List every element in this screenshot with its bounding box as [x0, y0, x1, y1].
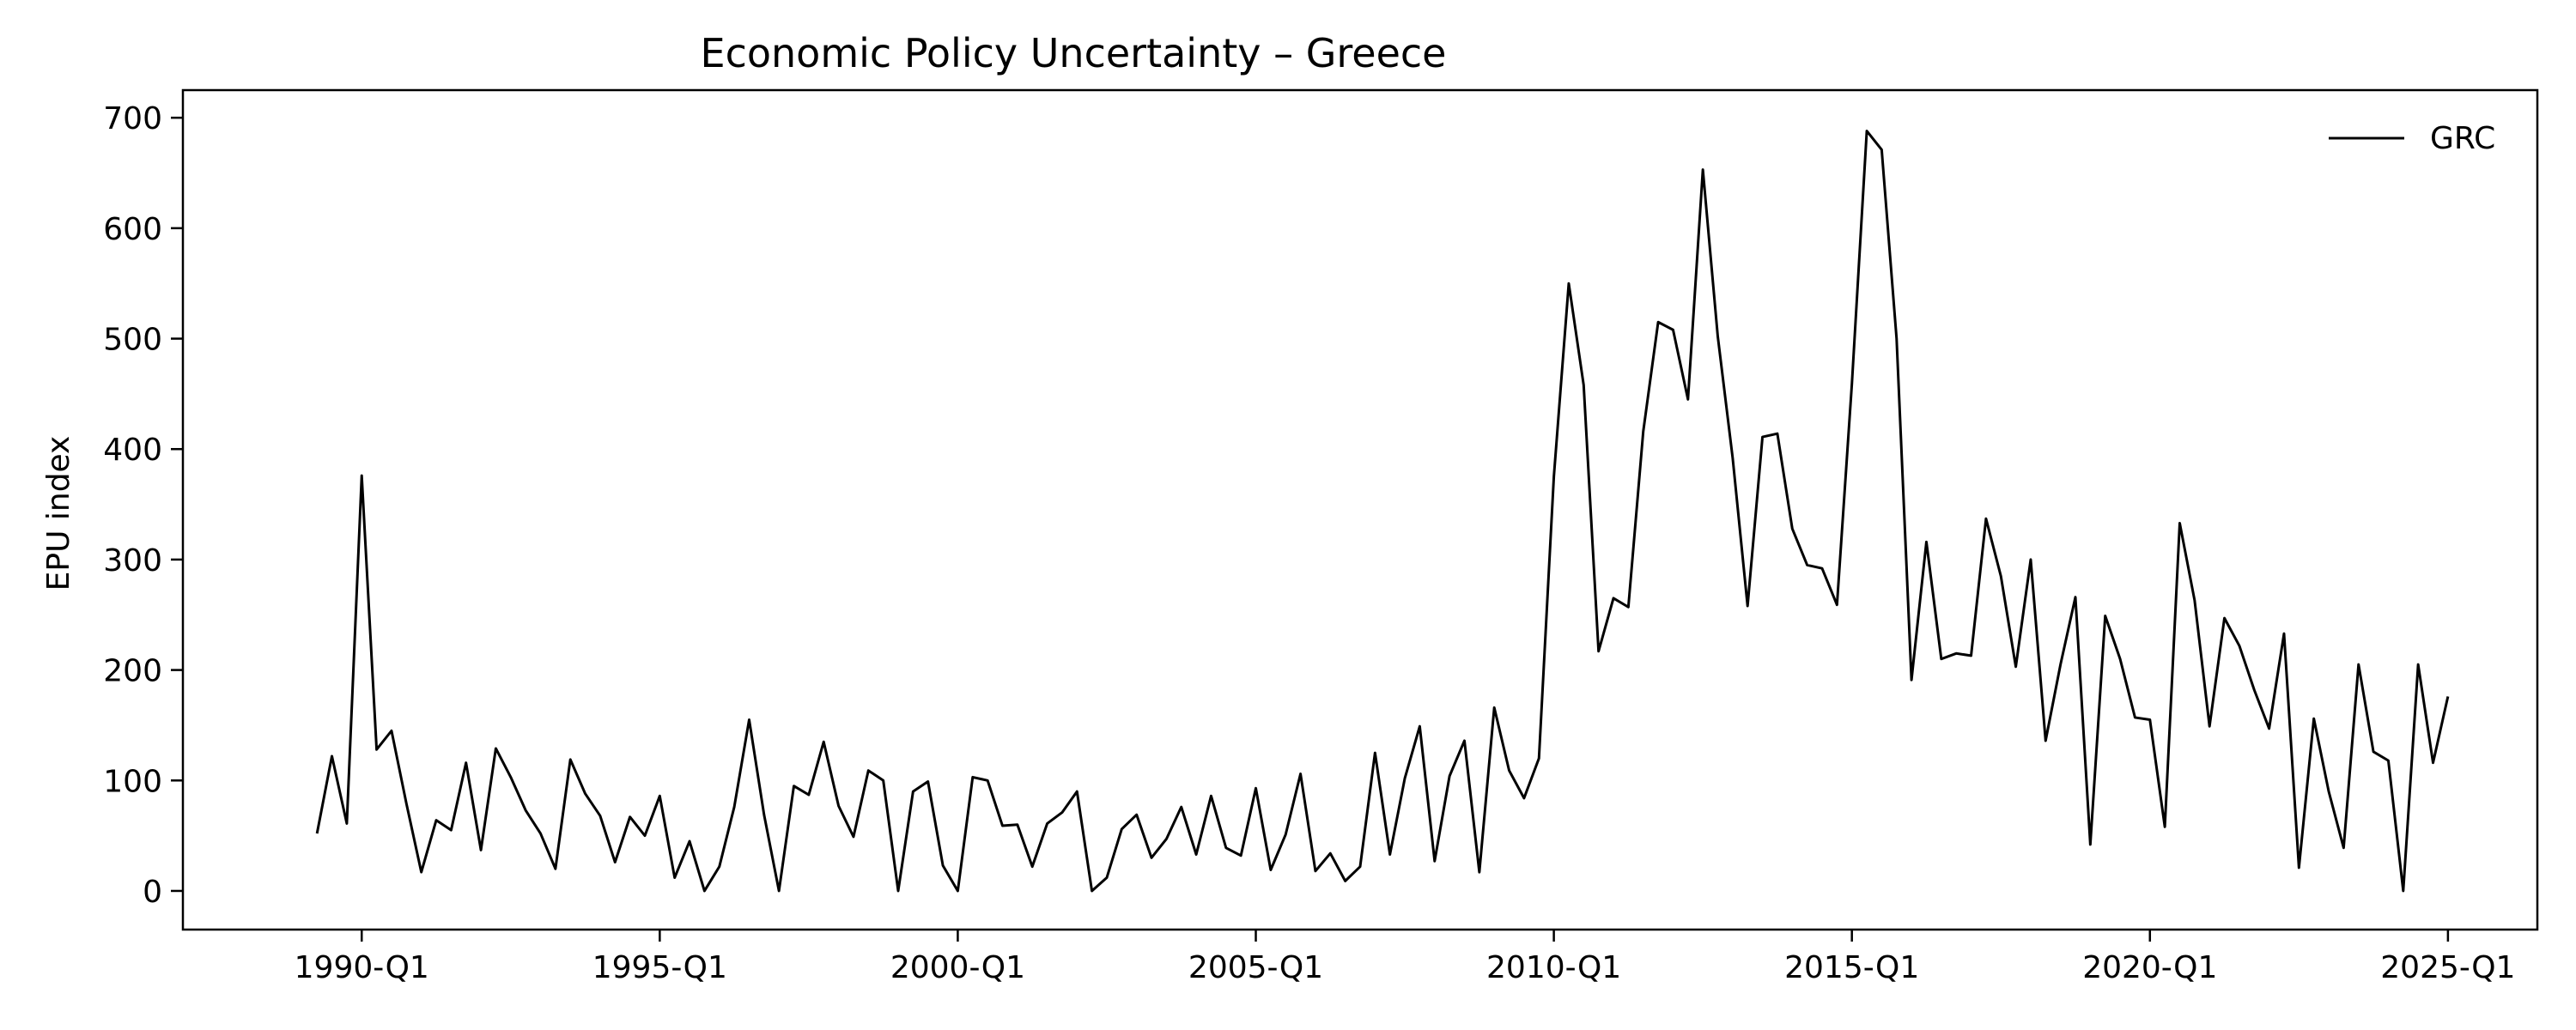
chart-title: Economic Policy Uncertainty – Greece: [701, 30, 1447, 76]
y-axis-ticks: 0 100 200 300 400 500 600 700: [103, 101, 183, 910]
series-line-grc: [315, 130, 2450, 893]
plot-frame: [181, 88, 2539, 931]
y-tick-label: 100: [103, 764, 162, 799]
y-tick-label: 500: [103, 323, 162, 358]
legend-label-grc: GRC: [2430, 121, 2495, 156]
x-tick-label: 1995-Q1: [592, 950, 727, 985]
y-tick-label: 200: [103, 654, 162, 689]
y-axis-label: EPU index: [41, 436, 76, 591]
x-tick-label: 2020-Q1: [2082, 950, 2217, 985]
x-tick-label: 2005-Q1: [1188, 950, 1323, 985]
y-tick-label: 300: [103, 543, 162, 579]
y-tick-label: 0: [143, 875, 162, 910]
x-axis-ticks: 1990-Q1 1995-Q1 2000-Q1 2005-Q1 2010-Q1 2015-…: [295, 930, 2515, 985]
y-tick-label: 600: [103, 212, 162, 247]
x-tick-label: 2025-Q1: [2380, 950, 2515, 985]
legend: GRC: [2329, 121, 2495, 156]
x-tick-label: 2000-Q1: [890, 950, 1025, 985]
x-tick-label: 1990-Q1: [295, 950, 429, 985]
x-tick-label: 2010-Q1: [1486, 950, 1621, 985]
x-tick-label: 2015-Q1: [1784, 950, 1919, 985]
y-tick-label: 400: [103, 433, 162, 468]
y-tick-label: 700: [103, 101, 162, 136]
